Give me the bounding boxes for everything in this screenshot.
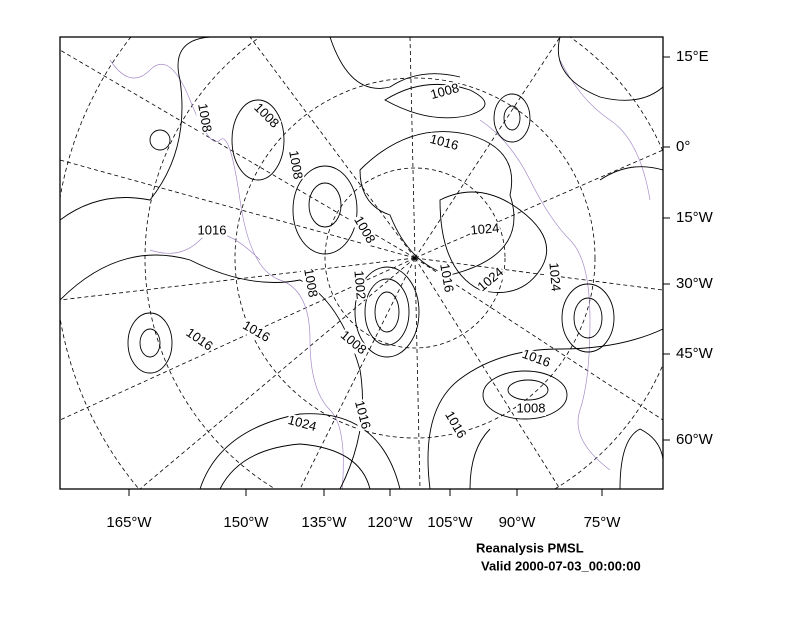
isobars (60, 37, 663, 489)
contour-label: 1008 (301, 267, 321, 298)
contour-label-bg (475, 264, 507, 296)
contour-label: 1024 (470, 220, 500, 237)
contour-label-bg (182, 325, 216, 355)
contour-label-bg (545, 261, 563, 293)
graticule (60, 37, 663, 489)
contour-label-bg (300, 267, 320, 299)
coastlines (109, 59, 651, 489)
contour-label-bg (351, 398, 373, 432)
lon-label: 135°W (301, 514, 347, 531)
lat-label: 15°W (676, 209, 714, 226)
lon-label: 150°W (223, 514, 269, 531)
contour-label-bg (519, 347, 553, 371)
contour-label-bg (285, 413, 319, 435)
contour-label-bg (436, 262, 456, 294)
lat-label: 45°W (676, 345, 714, 362)
contour-label: 1024 (286, 412, 318, 434)
contour-label: 1024 (546, 262, 563, 292)
lon-label: 105°W (427, 514, 473, 531)
contour-label-bg (441, 408, 469, 442)
lon-label: 75°W (584, 514, 622, 531)
contour-label: 1016 (428, 131, 460, 153)
contour-label-bg (194, 102, 214, 134)
contour-label-bg (197, 224, 227, 238)
lon-label: 90°W (499, 514, 537, 531)
contour-label-bg (250, 100, 282, 132)
map-title: Reanalysis PMSL (476, 540, 584, 555)
contour-label: 1002 (351, 270, 368, 300)
contour-label: 1016 (183, 325, 215, 354)
contour-label: 1016 (198, 222, 227, 237)
contour-label-bg (337, 327, 369, 359)
contour-label-bg (428, 81, 462, 103)
lat-label: 0° (676, 138, 690, 155)
contour-label: 1016 (437, 262, 457, 293)
contour-label: 1008 (517, 400, 546, 415)
lat-label: 30°W (676, 275, 714, 292)
lon-label: 165°W (106, 514, 152, 531)
contour-label: 1024 (474, 264, 506, 294)
map-frame (59, 36, 664, 490)
contour-label-bg (350, 269, 368, 301)
contour-label: 1008 (286, 149, 306, 180)
labels: 165°W 150°W 135°W 120°W 105°W 90°W 75°W 15°E 0° 1… (106, 48, 713, 531)
contour-label-bg (285, 149, 305, 181)
contour-label-bg (469, 221, 501, 239)
contour-label-bg (427, 132, 461, 154)
map-content (60, 37, 663, 489)
contour-label-bg (239, 318, 273, 346)
lat-label: 15°E (676, 48, 709, 65)
lon-label: 120°W (367, 514, 413, 531)
contour-label: 1008 (195, 102, 215, 133)
contour-label: 1008 (429, 80, 461, 102)
contour-label: 1016 (352, 399, 374, 431)
contour-label-bg (516, 402, 546, 416)
contour-label-bg (350, 213, 378, 247)
lat-label: 60°W (676, 431, 714, 448)
contour-label: 1008 (338, 327, 370, 357)
map-subtitle: Valid 2000-07-03_00:00:00 (481, 558, 641, 573)
